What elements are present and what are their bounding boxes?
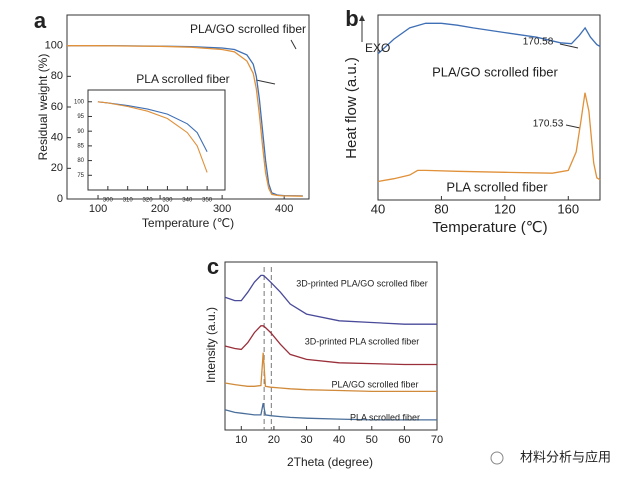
series-label: PLA/GO scrolled fiber	[190, 22, 306, 36]
x-tick-label: 120	[494, 201, 516, 216]
x-tick-label: 330	[162, 198, 173, 204]
y-axis-label: Residual weight (%)	[36, 54, 50, 161]
x-axis-label: Temperature (℃)	[142, 216, 234, 230]
x-tick-label: 20	[268, 434, 280, 446]
data-line	[224, 274, 437, 325]
y-axis-label: Intensity (a.u.)	[204, 307, 218, 383]
x-tick-label: 40	[371, 201, 385, 216]
x-tick-label: 340	[182, 198, 193, 204]
x-tick-label: 60	[398, 434, 410, 446]
x-tick-label: 160	[557, 201, 579, 216]
x-tick-label: 70	[431, 434, 443, 446]
x-tick-label: 310	[123, 198, 134, 204]
series-label: 3D-printed PLA/GO scrolled fiber	[296, 278, 428, 288]
y-tick-label: 80	[77, 158, 84, 164]
y-tick-label: 95	[77, 114, 84, 120]
series-label: PLA scrolled fiber	[136, 72, 229, 86]
panel-label: a	[34, 8, 47, 33]
panel-label: b	[345, 6, 358, 31]
x-tick-label: 300	[213, 203, 231, 215]
data-line	[67, 45, 303, 197]
arrow	[565, 124, 581, 129]
series-label: PLA/GO scrolled fiber	[331, 379, 418, 389]
y-tick-label: 100	[45, 40, 63, 52]
x-tick-label: 50	[366, 434, 378, 446]
arrow	[255, 79, 276, 85]
arrow-head	[359, 15, 365, 21]
series-label: PLA scrolled fiber	[446, 179, 548, 194]
series-label: 3D-printed PLA scrolled fiber	[305, 336, 420, 346]
y-tick-label: 80	[51, 70, 63, 82]
series-label: PLA/GO scrolled fiber	[432, 64, 558, 79]
x-axis-label: Temperature (℃)	[432, 219, 547, 236]
x-axis-label: 2Theta (degree)	[287, 455, 373, 469]
data-line	[377, 22, 601, 55]
watermark-icon	[490, 451, 504, 465]
data-line	[377, 92, 601, 183]
data-line	[224, 402, 437, 421]
peak-label: 170.58	[523, 37, 554, 48]
x-tick-label: 80	[434, 201, 448, 216]
peak-label: 170.53	[533, 119, 564, 130]
panel-label: c	[207, 254, 219, 279]
plot-frame	[87, 89, 226, 191]
y-tick-label: 85	[77, 143, 84, 149]
x-tick-label: 350	[202, 198, 213, 204]
x-tick-label: 300	[103, 198, 114, 204]
arrow	[290, 39, 297, 50]
data-line	[224, 352, 437, 393]
x-tick-label: 200	[151, 203, 169, 215]
y-tick-label: 20	[51, 162, 63, 174]
data-line	[67, 45, 303, 197]
arrow	[559, 43, 579, 49]
y-axis-label: Heat flow (a.u.)	[343, 57, 360, 159]
data-line	[224, 325, 437, 366]
watermark: 材料分析与应用	[520, 449, 611, 464]
plot-frame	[66, 14, 310, 200]
y-tick-label: 100	[74, 99, 85, 105]
x-tick-label: 40	[333, 434, 345, 446]
plot-frame	[377, 14, 601, 201]
series-label: PLA scrolled fiber	[350, 412, 420, 422]
y-tick-label: 90	[77, 129, 84, 135]
x-tick-label: 10	[235, 434, 247, 446]
x-tick-label: 30	[300, 434, 312, 446]
data-line	[97, 101, 208, 173]
x-tick-label: 100	[89, 203, 107, 215]
y-tick-label: 75	[77, 173, 84, 179]
y-tick-label: 40	[51, 132, 63, 144]
y-tick-label: 60	[51, 101, 63, 113]
x-tick-label: 320	[143, 198, 154, 204]
data-line	[97, 101, 208, 153]
x-tick-label: 400	[275, 203, 293, 215]
y-tick-label: 0	[57, 193, 63, 205]
annotation: EXO	[365, 41, 390, 55]
